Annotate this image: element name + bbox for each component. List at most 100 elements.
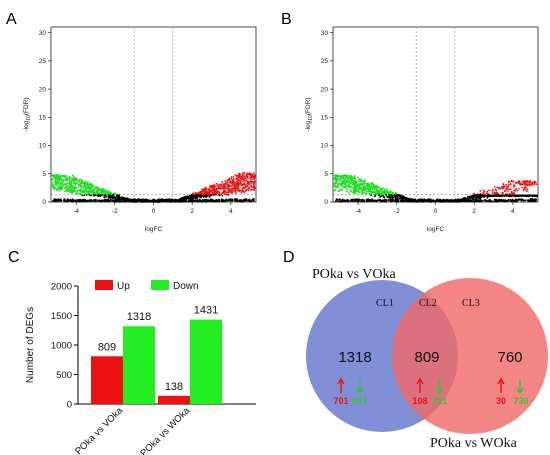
scatter-point xyxy=(103,194,106,196)
scatter-point xyxy=(505,183,508,186)
scatter-point xyxy=(483,199,486,202)
scatter-point xyxy=(367,183,370,186)
scatter-point xyxy=(83,194,86,197)
scatter-point xyxy=(67,199,70,202)
scatter-point xyxy=(368,190,371,193)
scatter-point xyxy=(336,179,339,181)
scatter-point xyxy=(344,187,347,189)
scatter-point xyxy=(134,200,137,202)
scatter-point xyxy=(354,186,357,189)
scatter-point xyxy=(196,196,198,199)
y-tick-label: 20 xyxy=(39,86,47,93)
scatter-point xyxy=(241,190,244,193)
scatter-point xyxy=(144,200,147,203)
scatter-point xyxy=(123,200,126,203)
scatter-point xyxy=(85,186,87,189)
y-tick-label: 0 xyxy=(42,199,46,206)
scatter-point xyxy=(112,192,115,195)
scatter-point xyxy=(458,199,461,202)
scatter-point xyxy=(526,188,529,191)
scatter-point xyxy=(430,200,433,203)
scatter-point xyxy=(252,197,255,200)
scatter-point xyxy=(500,199,502,202)
scatter-point xyxy=(77,186,80,189)
y-tick-label: 30 xyxy=(39,30,47,37)
scatter-point xyxy=(387,194,390,196)
scatter-point xyxy=(420,199,423,202)
scatter-point xyxy=(375,200,378,202)
scatter-point xyxy=(368,183,371,186)
scatter-point xyxy=(55,174,58,177)
bar-down xyxy=(190,319,222,404)
scatter-point xyxy=(103,196,105,198)
scatter-point xyxy=(116,199,119,201)
scatter-point xyxy=(167,199,170,202)
scatter-point xyxy=(510,179,513,182)
scatter-point xyxy=(526,180,529,182)
scatter-point xyxy=(346,188,348,191)
scatter-point xyxy=(72,182,74,185)
x-tick-label: -2 xyxy=(112,208,118,215)
scatter-point xyxy=(77,183,80,186)
scatter-point xyxy=(72,176,75,178)
scatter-point xyxy=(524,181,527,184)
scatter-point xyxy=(494,198,496,201)
scatter-point xyxy=(228,189,230,192)
scatter-point xyxy=(66,178,68,181)
scatter-point xyxy=(200,194,202,197)
scatter-point xyxy=(394,199,397,202)
scatter-point xyxy=(89,190,92,193)
scatter-point xyxy=(334,200,337,203)
scatter-point xyxy=(368,192,371,195)
scatter-point xyxy=(68,176,71,178)
y-axis-label: Number of DEGs xyxy=(25,307,36,383)
scatter-point xyxy=(522,183,525,185)
x-tick-label: 0 xyxy=(152,208,156,215)
scatter-point xyxy=(52,199,55,202)
scatter-point xyxy=(208,199,211,202)
scatter-point xyxy=(359,191,361,194)
scatter-point xyxy=(101,200,104,203)
scatter-point xyxy=(221,199,224,202)
scatter-point xyxy=(406,200,409,203)
legend-label-up: Up xyxy=(117,281,130,292)
scatter-point xyxy=(496,192,499,195)
scatter-point xyxy=(513,184,515,186)
scatter-point xyxy=(203,199,206,201)
scatter-point xyxy=(61,180,64,183)
scatter-point xyxy=(348,192,350,194)
scatter-point xyxy=(235,180,238,183)
scatter-point xyxy=(504,190,506,193)
y-tick-label: 5 xyxy=(42,171,46,178)
scatter-point xyxy=(115,200,118,203)
scatter-point xyxy=(93,185,95,187)
scatter-point xyxy=(83,189,85,192)
scatter-point xyxy=(520,195,522,197)
scatter-point xyxy=(486,190,488,193)
scatter-point xyxy=(377,190,380,192)
panel-letter-d: D xyxy=(283,249,295,266)
scatter-point xyxy=(376,187,379,190)
scatter-point xyxy=(362,199,365,201)
scatter-point xyxy=(228,199,231,202)
scatter-point xyxy=(337,174,340,177)
scatter-point xyxy=(524,186,527,189)
scatter-point xyxy=(491,200,494,203)
scatter-point xyxy=(88,199,91,202)
scatter-point xyxy=(203,190,206,192)
scatter-point xyxy=(71,191,74,194)
scatter-point xyxy=(350,181,353,184)
scatter-point xyxy=(97,187,100,190)
scatter-point xyxy=(506,194,509,197)
scatter-point xyxy=(132,200,135,203)
scatter-point xyxy=(352,186,355,189)
scatter-point xyxy=(71,198,74,201)
x-tick-label: -4 xyxy=(355,208,361,215)
scatter-point xyxy=(334,180,337,183)
scatter-point xyxy=(521,180,524,183)
scatter-point xyxy=(461,200,464,202)
venn-right-up-arrow-icon xyxy=(497,377,505,393)
venn-right-circle xyxy=(392,278,548,434)
scatter-point xyxy=(166,200,168,203)
scatter-point xyxy=(392,199,394,202)
